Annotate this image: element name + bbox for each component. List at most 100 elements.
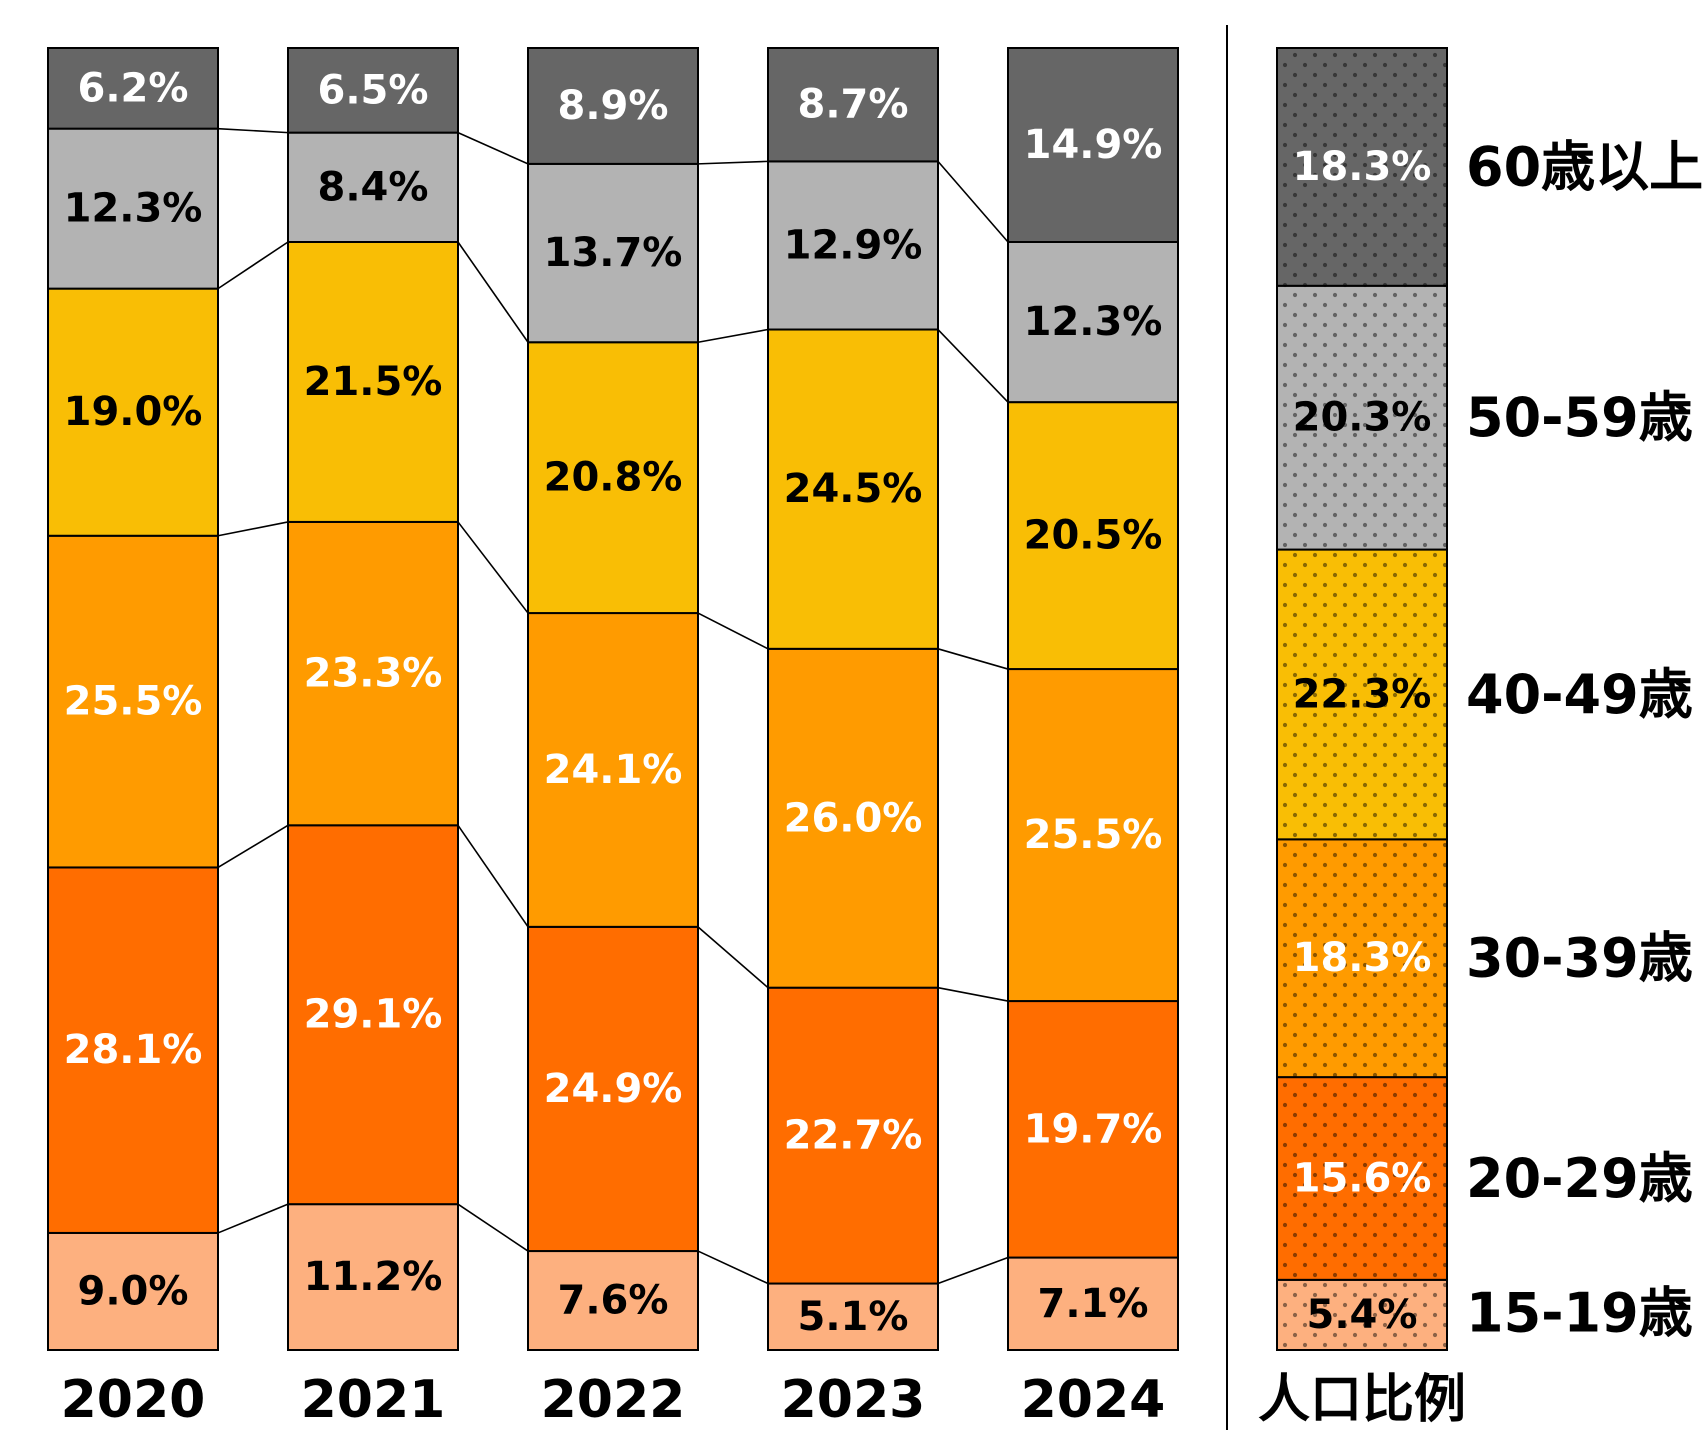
legend-item: 20.3% 50-59歳 [1276, 284, 1693, 551]
x-tick-label: 2022 [541, 1370, 686, 1430]
data-label: 9.0% [78, 1268, 189, 1314]
bar-group-2024: 7.1% 19.7% 25.5% 20.5% 12.3% 14.9% [1007, 47, 1179, 1351]
connector-line [217, 127, 289, 134]
data-label: 8.4% [318, 164, 429, 210]
connector-line [217, 241, 289, 290]
bar-segment [287, 1203, 459, 1352]
bar-segment [47, 127, 219, 290]
data-label: 8.9% [558, 83, 669, 129]
connector-line [937, 160, 1009, 243]
connector-line [697, 328, 769, 344]
data-label: 19.0% [64, 389, 203, 435]
data-label: 28.1% [64, 1027, 203, 1073]
bar-segment [527, 925, 699, 1253]
connector-line [697, 160, 769, 165]
legend-swatch-dots [1277, 839, 1447, 1078]
legend-series-name: 60歳以上 [1466, 135, 1703, 198]
bar-group-2020: 9.0% 28.1% 25.5% 19.0% 12.3% 6.2% [47, 47, 219, 1351]
legend-series-name: 20-29歳 [1466, 1147, 1693, 1210]
data-label: 25.5% [64, 679, 203, 725]
bar-segment [767, 986, 939, 1285]
data-label: 12.9% [784, 222, 923, 268]
legend-value-label: 18.3% [1293, 144, 1432, 190]
legend-series-name: 30-39歳 [1466, 927, 1693, 990]
bar-segment [1007, 47, 1179, 243]
connector-line [457, 824, 529, 928]
bar-segment [527, 1250, 699, 1351]
connector-line [217, 824, 289, 869]
bar-segment [287, 240, 459, 523]
data-label: 6.5% [318, 67, 429, 113]
data-label: 12.3% [1024, 299, 1163, 345]
legend-swatch-dots [1277, 285, 1447, 550]
data-label: 24.1% [544, 747, 683, 793]
data-label: 14.9% [1024, 122, 1163, 168]
legend-value-label: 15.6% [1293, 1155, 1432, 1201]
bar-segment [1007, 1256, 1179, 1351]
bar-segment [527, 47, 699, 165]
x-tick-label: 2020 [61, 1370, 206, 1430]
bar-segment [527, 162, 699, 344]
connector-line [457, 1203, 529, 1252]
x-tick-label: 2021 [301, 1370, 446, 1430]
legend-item: 18.3% 60歳以上 [1276, 47, 1703, 287]
bar-segment [527, 341, 699, 615]
legend-item: 15.6% 20-29歳 [1276, 1076, 1693, 1281]
data-label: 29.1% [304, 992, 443, 1038]
legend-series-name: 50-59歳 [1466, 386, 1693, 449]
bar-segment [767, 1282, 939, 1351]
data-label: 5.1% [798, 1294, 909, 1340]
bar-segment [1007, 1000, 1179, 1259]
bar-segment [287, 824, 459, 1206]
data-label: 22.7% [784, 1113, 923, 1159]
connector-line [457, 241, 529, 343]
legend-swatch-dots [1277, 1279, 1447, 1350]
connector-lines [217, 127, 1009, 1285]
legend-value-label: 20.3% [1293, 395, 1432, 441]
connector-line [697, 612, 769, 650]
data-label: 20.5% [1024, 513, 1163, 559]
legend-item: 5.4% 15-19歳 [1276, 1278, 1693, 1351]
bar-segment [47, 287, 219, 537]
bar-segment [47, 866, 219, 1234]
data-label: 11.2% [304, 1254, 443, 1300]
connector-line [457, 131, 529, 165]
connector-line [697, 1250, 769, 1285]
data-label: 26.0% [784, 795, 923, 841]
bar-segment [767, 647, 939, 989]
connector-line [937, 986, 1009, 1002]
x-tick-label: 2023 [781, 1370, 926, 1430]
data-label: 24.5% [784, 466, 923, 512]
legend-item: 18.3% 30-39歳 [1276, 838, 1693, 1079]
connector-line [937, 1256, 1009, 1285]
bar-group-2023: 5.1% 22.7% 26.0% 24.5% 12.9% 8.7% [767, 47, 939, 1351]
bar-segment [527, 612, 699, 928]
data-label: 7.6% [558, 1278, 669, 1324]
legend-series-name: 40-49歳 [1466, 663, 1693, 726]
bar-segment [1007, 668, 1179, 1003]
data-label: 24.9% [544, 1066, 683, 1112]
data-label: 6.2% [78, 65, 189, 111]
legend-series-name: 15-19歳 [1466, 1281, 1693, 1344]
data-label: 8.7% [798, 82, 909, 128]
bar-segment [47, 47, 219, 130]
data-label: 13.7% [544, 230, 683, 276]
bar-segment [47, 1231, 219, 1351]
data-label: 20.8% [544, 455, 683, 501]
connector-line [457, 521, 529, 614]
bar-group-2021: 11.2% 29.1% 23.3% 21.5% 8.4% 6.5% [287, 47, 459, 1352]
data-label: 7.1% [1038, 1281, 1149, 1327]
legend-swatch-dots [1277, 48, 1447, 286]
bar-group-2022: 7.6% 24.9% 24.1% 20.8% 13.7% 8.9% [527, 47, 699, 1351]
connector-line [217, 1203, 289, 1234]
legend-swatch-dots [1277, 1077, 1447, 1280]
bar-segment [1007, 240, 1179, 404]
bar-segment [767, 328, 939, 650]
data-label: 23.3% [304, 651, 443, 697]
legend-item: 22.3% 40-49歳 [1276, 548, 1693, 841]
legend-swatch-dots [1277, 549, 1447, 840]
data-label: 21.5% [304, 359, 443, 405]
legend: 5.4% 15-19歳 15.6% 20-29歳 18.3% 30-39歳 22.3% 40-… [1258, 47, 1703, 1430]
legend-reference-label: 人口比例 [1258, 1370, 1466, 1430]
